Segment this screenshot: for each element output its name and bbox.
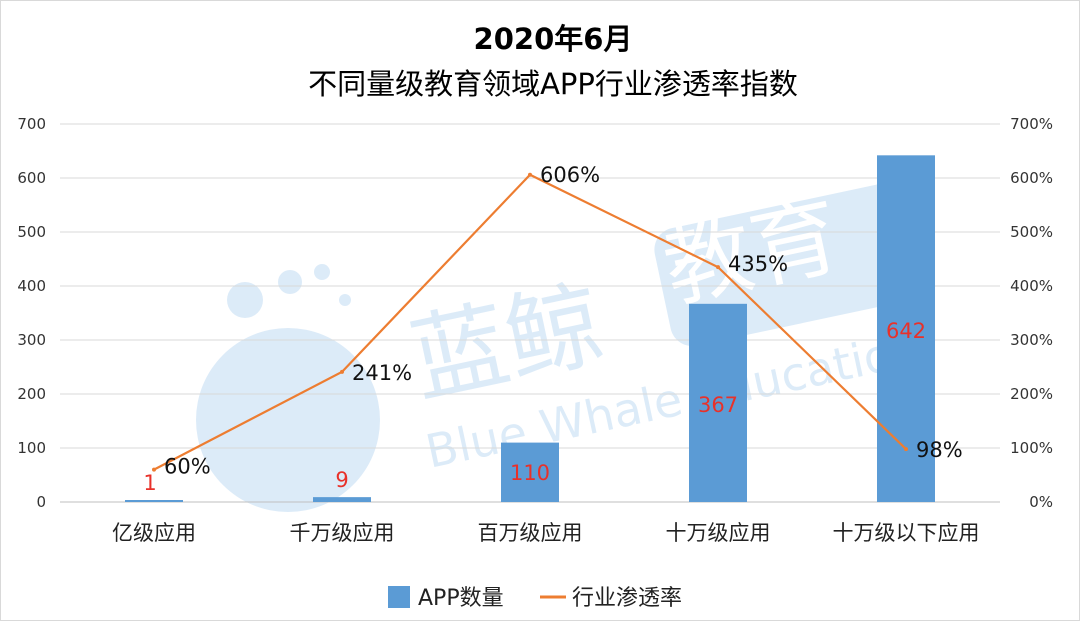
y-tick-left: 600 xyxy=(17,169,46,187)
x-axis: 亿级应用 千万级应用 百万级应用 十万级应用 十万级以下应用 xyxy=(112,521,980,545)
splash-drop-icon xyxy=(339,294,351,306)
y-tick-right: 400% xyxy=(1010,277,1053,295)
y-tick-left: 0 xyxy=(36,493,46,511)
y-tick-right: 200% xyxy=(1010,385,1053,403)
bar-series xyxy=(125,155,935,502)
y-axis-right: 0% 100% 200% 300% 400% 500% 600% 700% xyxy=(1010,115,1053,511)
splash-drop-icon xyxy=(227,282,263,318)
bar-value-label: 9 xyxy=(335,468,348,492)
bar-value-label: 642 xyxy=(886,319,926,343)
y-tick-left: 200 xyxy=(17,385,46,403)
line-value-label: 435% xyxy=(728,252,788,276)
line-point xyxy=(716,265,720,270)
y-tick-right: 600% xyxy=(1010,169,1053,187)
y-tick-right: 700% xyxy=(1010,115,1053,133)
line-value-label: 60% xyxy=(164,455,211,479)
bar-data-labels: 1 9 110 367 642 xyxy=(143,319,926,495)
y-tick-left: 400 xyxy=(17,277,46,295)
y-tick-right: 100% xyxy=(1010,439,1053,457)
legend-label-line: 行业渗透率 xyxy=(572,586,682,611)
line-point xyxy=(152,467,156,472)
bar-value-label: 110 xyxy=(510,461,550,485)
x-tick-label: 十万级应用 xyxy=(666,521,771,545)
line-data-labels: 60% 241% 606% 435% 98% xyxy=(164,163,963,479)
y-tick-left: 100 xyxy=(17,439,46,457)
whale-logo-icon xyxy=(196,328,380,512)
bar xyxy=(877,155,935,502)
y-axis-left: 0 100 200 300 400 500 600 700 xyxy=(17,115,46,511)
splash-drop-icon xyxy=(314,264,330,280)
bar xyxy=(125,500,183,502)
chart-title-line1: 2020年6月 xyxy=(474,22,633,56)
y-tick-left: 500 xyxy=(17,223,46,241)
line-value-label: 606% xyxy=(540,163,600,187)
bar xyxy=(313,497,371,502)
line-point xyxy=(904,447,908,452)
x-tick-label: 百万级应用 xyxy=(478,521,583,545)
line-value-label: 241% xyxy=(352,361,412,385)
line-series xyxy=(152,172,908,472)
y-tick-right: 0% xyxy=(1029,493,1053,511)
bar xyxy=(689,303,747,502)
line-point xyxy=(340,369,344,374)
legend-label-bar: APP数量 xyxy=(418,586,504,611)
bar-value-label: 367 xyxy=(698,393,738,417)
line-point xyxy=(528,172,532,177)
chart-title-line2: 不同量级教育领域APP行业渗透率指数 xyxy=(308,67,798,101)
watermark-logo: 蓝鲸 教育 Blue Whale Education xyxy=(196,183,925,512)
y-tick-left: 300 xyxy=(17,331,46,349)
line-value-label: 98% xyxy=(916,438,963,462)
x-tick-label: 亿级应用 xyxy=(112,521,196,545)
x-tick-label: 千万级应用 xyxy=(290,521,395,545)
legend-swatch-bar xyxy=(388,586,410,608)
bar-value-label: 1 xyxy=(143,471,156,495)
y-tick-right: 500% xyxy=(1010,223,1053,241)
splash-drop-icon xyxy=(278,270,302,294)
x-tick-label: 十万级以下应用 xyxy=(833,521,980,545)
y-tick-left: 700 xyxy=(17,115,46,133)
legend: APP数量 行业渗透率 xyxy=(388,586,682,611)
bar xyxy=(501,442,559,502)
y-tick-right: 300% xyxy=(1010,331,1053,349)
